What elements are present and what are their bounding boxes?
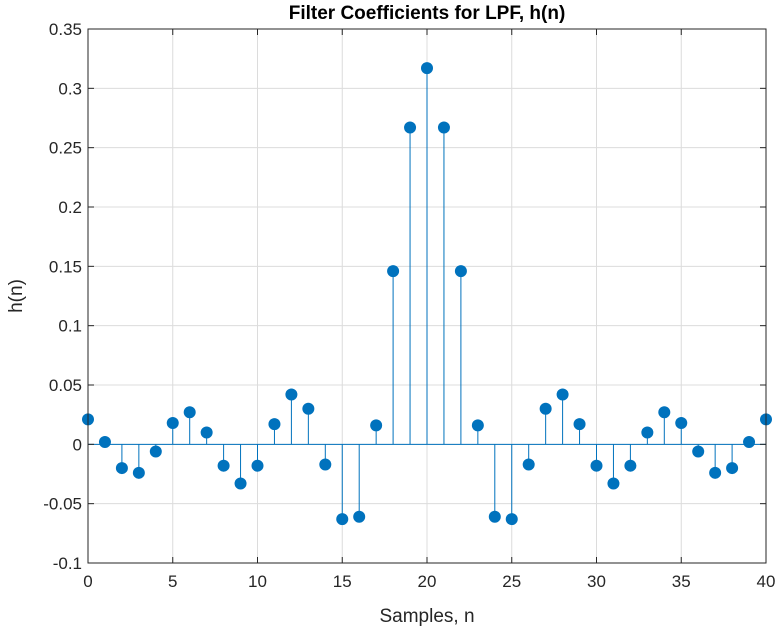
stem-marker <box>607 477 620 490</box>
y-tick-label: 0.05 <box>49 376 82 395</box>
y-tick-label: 0.1 <box>58 317 82 336</box>
stem-marker <box>556 388 569 401</box>
stem-marker <box>709 466 722 479</box>
stem-marker <box>421 62 433 75</box>
y-tick-labels: -0.1 -0.05 0 0.05 0.1 0.15 0.2 0.25 0.3 0.35 <box>43 20 82 573</box>
stem-marker <box>641 426 654 439</box>
x-tick-label: 10 <box>248 572 267 591</box>
stem-marker <box>590 459 603 472</box>
stem-marker <box>437 121 450 134</box>
stem-marker <box>183 406 196 419</box>
stem-marker <box>743 435 756 448</box>
y-tick-label: 0.3 <box>58 79 82 98</box>
stem-marker <box>251 459 264 472</box>
stem-marker <box>624 459 637 472</box>
x-tick-label: 20 <box>418 572 437 591</box>
y-tick-label: 0 <box>73 435 82 454</box>
stem-marker <box>200 426 213 439</box>
stem-marker <box>98 435 111 448</box>
y-tick-label: 0.2 <box>58 198 82 217</box>
x-tick-label: 15 <box>333 572 352 591</box>
y-tick-label: 0.35 <box>49 20 82 39</box>
stem-marker <box>115 462 128 475</box>
stem-marker <box>285 388 298 401</box>
stem-marker <box>675 416 688 429</box>
stem-marker <box>166 416 179 429</box>
y-tick-label: 0.25 <box>49 139 82 158</box>
stem-marker <box>658 406 671 419</box>
stem-marker <box>505 513 518 526</box>
stem-marker <box>234 477 247 490</box>
x-tick-label: 35 <box>672 572 691 591</box>
stem-marker <box>370 419 383 432</box>
stem-marker <box>217 459 230 472</box>
stem-marker <box>454 265 467 278</box>
x-tick-label: 40 <box>757 572 776 591</box>
x-tick-label: 0 <box>83 572 92 591</box>
stem-marker <box>573 418 586 431</box>
x-axis-label: Samples, n <box>379 606 474 627</box>
stem-marker <box>488 510 501 523</box>
stem-marker <box>387 265 400 278</box>
y-tick-label: -0.05 <box>43 495 82 514</box>
stem-marker <box>726 462 739 475</box>
x-tick-label: 30 <box>587 572 606 591</box>
x-tick-label: 25 <box>502 572 521 591</box>
stem-marker <box>268 418 281 431</box>
chart-title: Filter Coefficients for LPF, h(n) <box>289 3 566 24</box>
stem-marker <box>692 445 705 458</box>
stem-marker <box>132 466 145 479</box>
stem-marker <box>336 513 349 526</box>
stem-marker <box>522 458 535 471</box>
x-tick-labels: 0 5 10 15 20 25 30 35 40 <box>83 572 775 591</box>
y-tick-label: -0.1 <box>53 554 82 573</box>
stem-marker <box>149 445 162 458</box>
y-axis-label: h(n) <box>6 279 27 313</box>
stem-marker <box>539 402 552 415</box>
y-tick-label: 0.15 <box>49 257 82 276</box>
stem-marker <box>404 121 417 134</box>
stem-marker <box>353 510 366 523</box>
stem-markers <box>82 62 772 526</box>
stem-marker <box>302 402 315 415</box>
stem-marker <box>471 419 484 432</box>
x-tick-label: 5 <box>168 572 177 591</box>
stem-marker <box>319 458 332 471</box>
